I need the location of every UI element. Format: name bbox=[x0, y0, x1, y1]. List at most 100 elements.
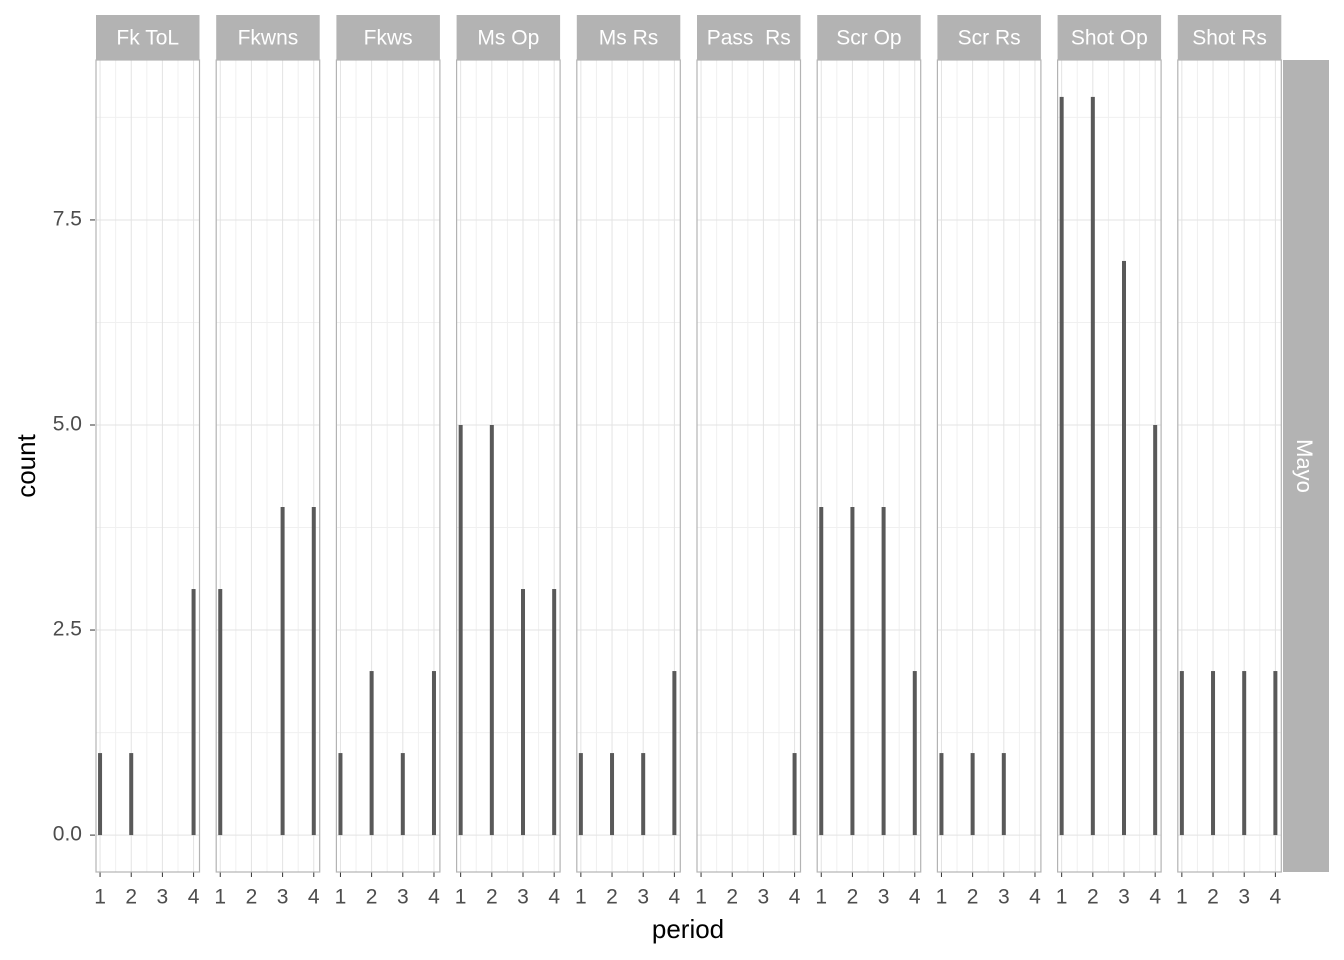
bar bbox=[819, 507, 824, 836]
x-tick-label: 3 bbox=[637, 886, 649, 909]
x-tick-label: 2 bbox=[246, 886, 258, 909]
bar bbox=[431, 671, 436, 836]
x-tick-label: 1 bbox=[1176, 886, 1188, 909]
x-tick-label: 1 bbox=[214, 886, 226, 909]
bar bbox=[311, 507, 316, 836]
strip bbox=[817, 15, 921, 60]
x-tick-label: 2 bbox=[847, 886, 859, 909]
strip-label: Fkws bbox=[364, 27, 413, 50]
x-tick-label: 4 bbox=[428, 886, 440, 909]
x-tick-label: 1 bbox=[815, 886, 827, 909]
x-tick-label: 4 bbox=[308, 886, 320, 909]
bar bbox=[792, 753, 797, 836]
bar bbox=[610, 753, 615, 836]
y-tick-label: 5.0 bbox=[53, 413, 82, 436]
y-axis-label: count bbox=[11, 433, 41, 497]
x-tick-label: 2 bbox=[366, 886, 378, 909]
row-strip-label: Mayo bbox=[1292, 439, 1317, 493]
bar bbox=[970, 753, 975, 836]
bar bbox=[1001, 753, 1006, 836]
bar bbox=[641, 753, 646, 836]
panel-border bbox=[816, 59, 922, 873]
bar bbox=[881, 507, 886, 836]
x-tick-label: 1 bbox=[575, 886, 587, 909]
bar bbox=[129, 753, 134, 836]
strip-label: Ms Rs bbox=[599, 27, 659, 50]
bar bbox=[1059, 96, 1064, 836]
x-tick-label: 2 bbox=[606, 886, 618, 909]
bar bbox=[400, 753, 405, 836]
x-tick-label: 3 bbox=[1118, 886, 1130, 909]
x-tick-label: 2 bbox=[125, 886, 137, 909]
y-tick-label: 7.5 bbox=[53, 207, 82, 230]
x-tick-label: 4 bbox=[188, 886, 200, 909]
bar bbox=[1153, 424, 1158, 836]
x-tick-label: 2 bbox=[726, 886, 738, 909]
x-tick-label: 4 bbox=[548, 886, 560, 909]
x-tick-label: 4 bbox=[1149, 886, 1161, 909]
bar bbox=[850, 507, 855, 836]
panel-border bbox=[936, 59, 1042, 873]
bar bbox=[280, 507, 285, 836]
bar bbox=[912, 671, 917, 836]
panel-border bbox=[456, 59, 561, 873]
bar bbox=[939, 753, 944, 836]
x-tick-label: 3 bbox=[397, 886, 409, 909]
bar bbox=[1273, 671, 1278, 836]
x-tick-label: 1 bbox=[94, 886, 106, 909]
x-tick-label: 3 bbox=[517, 886, 529, 909]
bar bbox=[552, 589, 557, 836]
x-tick-label: 1 bbox=[695, 886, 707, 909]
strip-label: Scr Op bbox=[836, 27, 901, 50]
y-tick-label: 0.0 bbox=[53, 823, 82, 846]
strip bbox=[697, 15, 801, 60]
bar bbox=[369, 671, 374, 836]
strip-label: Ms Op bbox=[477, 27, 539, 50]
x-tick-label: 4 bbox=[1270, 886, 1282, 909]
strip bbox=[96, 15, 200, 60]
panel-border bbox=[696, 59, 802, 873]
strip-label: Shot Op bbox=[1071, 27, 1148, 50]
row-strip bbox=[1283, 60, 1329, 872]
strip-label: Pass Rs bbox=[707, 27, 791, 50]
panel-border bbox=[215, 59, 321, 873]
strip bbox=[336, 15, 440, 60]
bar bbox=[672, 671, 677, 836]
x-tick-label: 1 bbox=[1056, 886, 1068, 909]
strip-label: Shot Rs bbox=[1192, 27, 1267, 50]
x-tick-label: 1 bbox=[335, 886, 347, 909]
panel-border bbox=[335, 59, 441, 873]
x-tick-label: 2 bbox=[1207, 886, 1219, 909]
strip bbox=[216, 15, 320, 60]
panel-border bbox=[95, 59, 201, 873]
bar bbox=[458, 424, 463, 836]
panel-border bbox=[576, 59, 681, 873]
x-tick-label: 3 bbox=[998, 886, 1010, 909]
bar bbox=[521, 589, 526, 836]
y-tick-label: 2.5 bbox=[53, 618, 82, 641]
bar bbox=[1179, 671, 1184, 836]
bar bbox=[1090, 96, 1095, 836]
x-tick-label: 4 bbox=[669, 886, 681, 909]
bar bbox=[98, 753, 103, 836]
strip bbox=[1177, 15, 1282, 60]
bar bbox=[1122, 260, 1127, 836]
x-tick-label: 2 bbox=[486, 886, 498, 909]
x-axis-label: period bbox=[652, 914, 724, 944]
strip bbox=[576, 15, 681, 60]
x-tick-label: 3 bbox=[1238, 886, 1250, 909]
x-tick-label: 1 bbox=[936, 886, 948, 909]
x-tick-label: 2 bbox=[1087, 886, 1099, 909]
bar bbox=[1211, 671, 1216, 836]
x-tick-label: 2 bbox=[967, 886, 979, 909]
strip bbox=[937, 15, 1041, 60]
strip bbox=[456, 15, 561, 60]
strip-label: Fk ToL bbox=[116, 27, 179, 50]
bar bbox=[489, 424, 494, 836]
x-tick-label: 4 bbox=[909, 886, 921, 909]
strip-label: Scr Rs bbox=[958, 27, 1021, 50]
bar bbox=[191, 589, 196, 836]
bar bbox=[578, 753, 583, 836]
